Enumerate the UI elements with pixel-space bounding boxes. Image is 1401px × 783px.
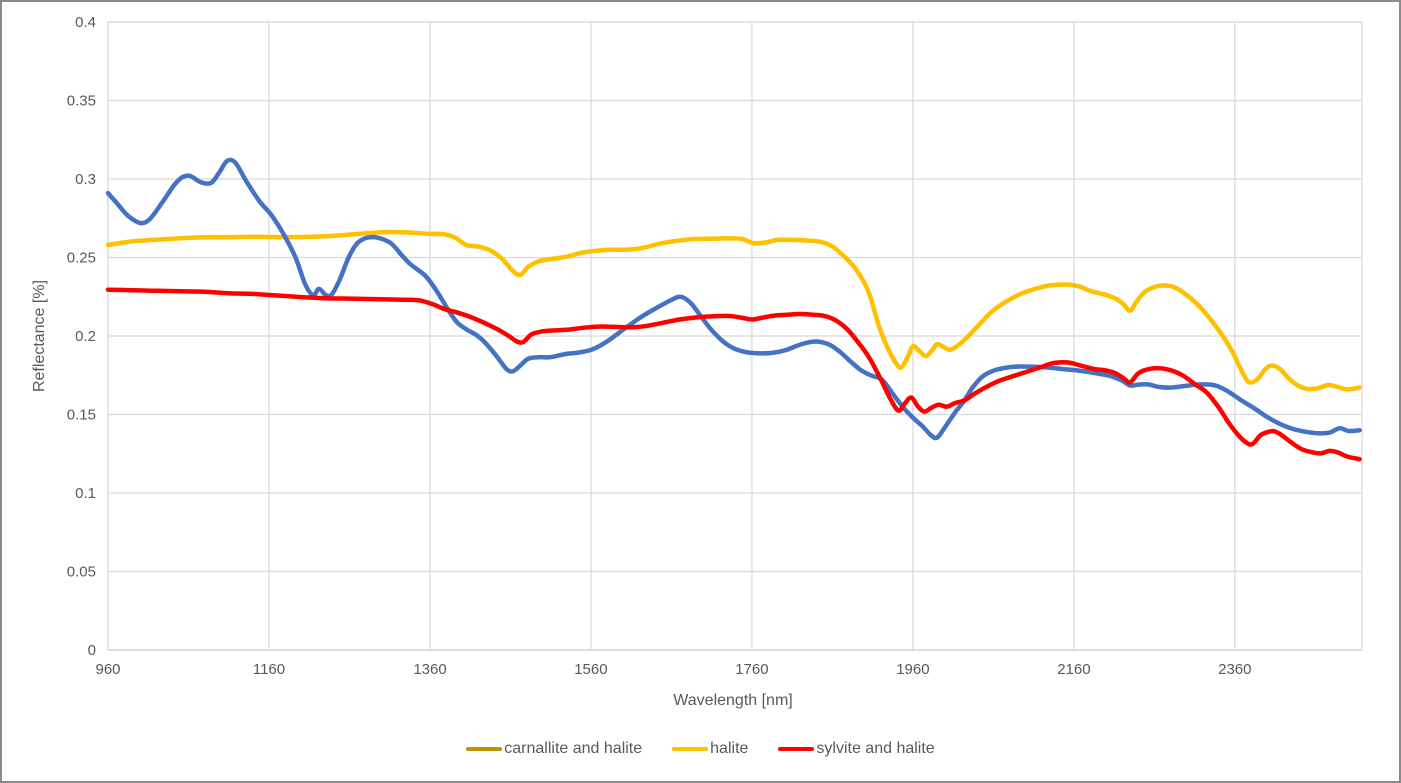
series-lines [105,157,1362,462]
legend-item-halite: halite [672,740,748,758]
y-tick-label: 0.15 [67,407,96,424]
legend-label-halite: halite [710,740,749,757]
x-tick-label: 960 [95,661,120,678]
legend-item-carnallite-and-halite: carnallite and halite [466,740,642,758]
y-tick-label: 0.1 [75,485,96,502]
series-line-sylvite-and-halite [105,287,1362,462]
x-tick-label: 1160 [253,661,285,678]
x-tick-label: 2160 [1057,661,1090,678]
legend-swatch-sylvite-and-halite [778,747,815,751]
y-axis-title: Reflectance [%] [31,279,48,393]
y-tick-label: 0.25 [67,250,96,267]
plot-border [107,21,1363,651]
x-axis-title: Wavelength [nm] [673,692,793,709]
legend-swatch-halite [672,747,709,751]
gridlines [107,21,1363,651]
x-tick-label: 1360 [413,661,446,678]
x-tick-label: 1560 [574,661,607,678]
legend: carnallite and halite halite sylvite and… [2,740,1399,758]
x-tick-label: 1960 [896,661,929,678]
legend-swatch-carnallite-and-halite [466,747,503,751]
y-tick-label: 0.4 [75,14,96,31]
legend-item-sylvite-and-halite: sylvite and halite [778,740,935,758]
y-tick-label: 0.35 [67,93,96,110]
y-tick-label: 0.05 [67,564,96,581]
tick-labels: 0 0.05 0.1 0.15 0.2 0.25 0.3 0.35 0.4 960 1160 1360… [67,14,1252,678]
y-tick-label: 0.3 [75,171,96,188]
series-line-carnallite-and-halite [105,157,1362,441]
series-line-halite [105,229,1362,392]
legend-label-sylvite-and-halite: sylvite and halite [816,740,935,757]
y-tick-label: 0.2 [75,328,96,345]
y-tick-label: 0 [88,642,96,659]
x-tick-label: 1760 [735,661,768,678]
x-tick-label: 2360 [1218,661,1251,678]
legend-label-carnallite-and-halite: carnallite and halite [504,740,643,757]
